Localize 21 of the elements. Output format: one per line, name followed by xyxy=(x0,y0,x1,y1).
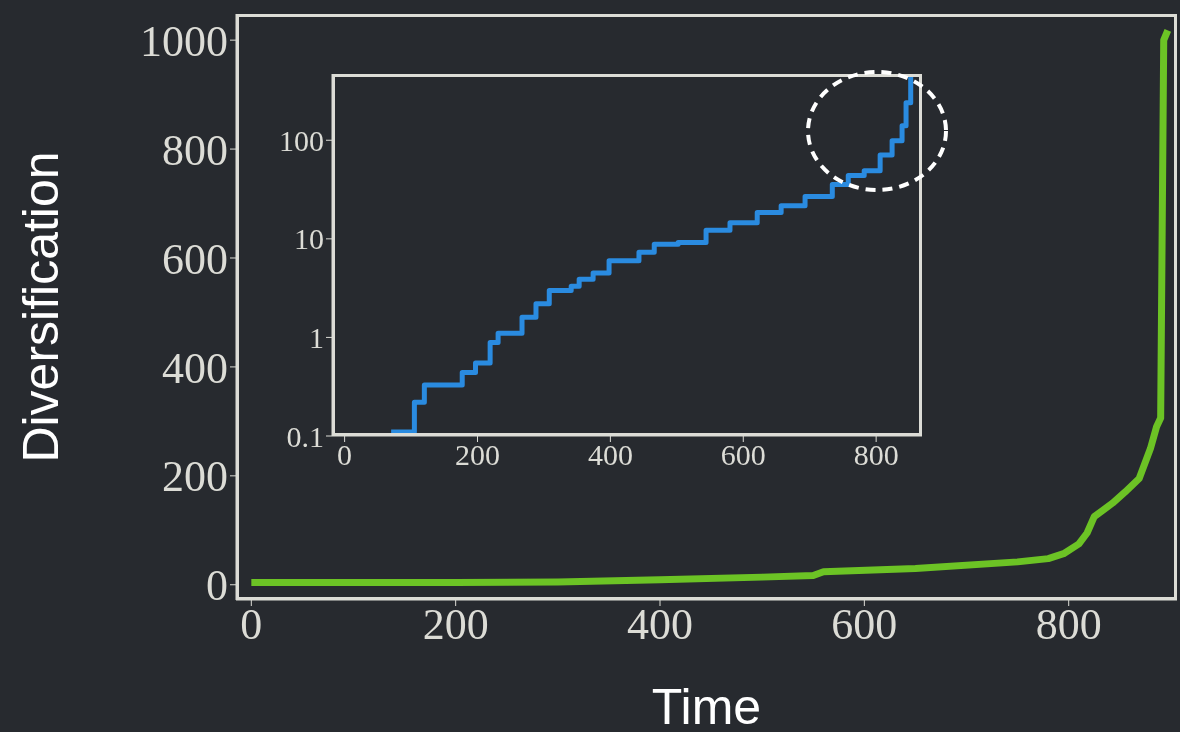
x-tick-label: 200 xyxy=(422,600,489,650)
y-axis-title: Diversification xyxy=(12,151,69,463)
y-tick-label: 400 xyxy=(162,343,228,393)
x-tick-label: 200 xyxy=(455,438,501,472)
x-tick-label: 400 xyxy=(627,600,694,650)
x-tick-label: 600 xyxy=(831,600,898,650)
x-tick-label: 0 xyxy=(337,438,353,472)
x-tick-label: 0 xyxy=(240,600,263,650)
x-tick-label: 400 xyxy=(587,438,633,472)
x-tick-label: 800 xyxy=(853,438,899,472)
y-tick-label: 1 xyxy=(309,321,324,355)
x-tick-label: 600 xyxy=(720,438,766,472)
y-tick-label: 800 xyxy=(162,125,228,175)
y-tick-label: 10 xyxy=(294,222,324,256)
y-tick-label: 0 xyxy=(206,561,228,611)
x-axis-title: Time xyxy=(651,679,762,732)
x-tick-label: 800 xyxy=(1035,600,1102,650)
y-tick-label: 600 xyxy=(162,234,228,284)
y-tick-label: 0.1 xyxy=(286,419,324,453)
y-tick-label: 1000 xyxy=(140,16,228,66)
y-tick-label: 100 xyxy=(279,123,324,157)
